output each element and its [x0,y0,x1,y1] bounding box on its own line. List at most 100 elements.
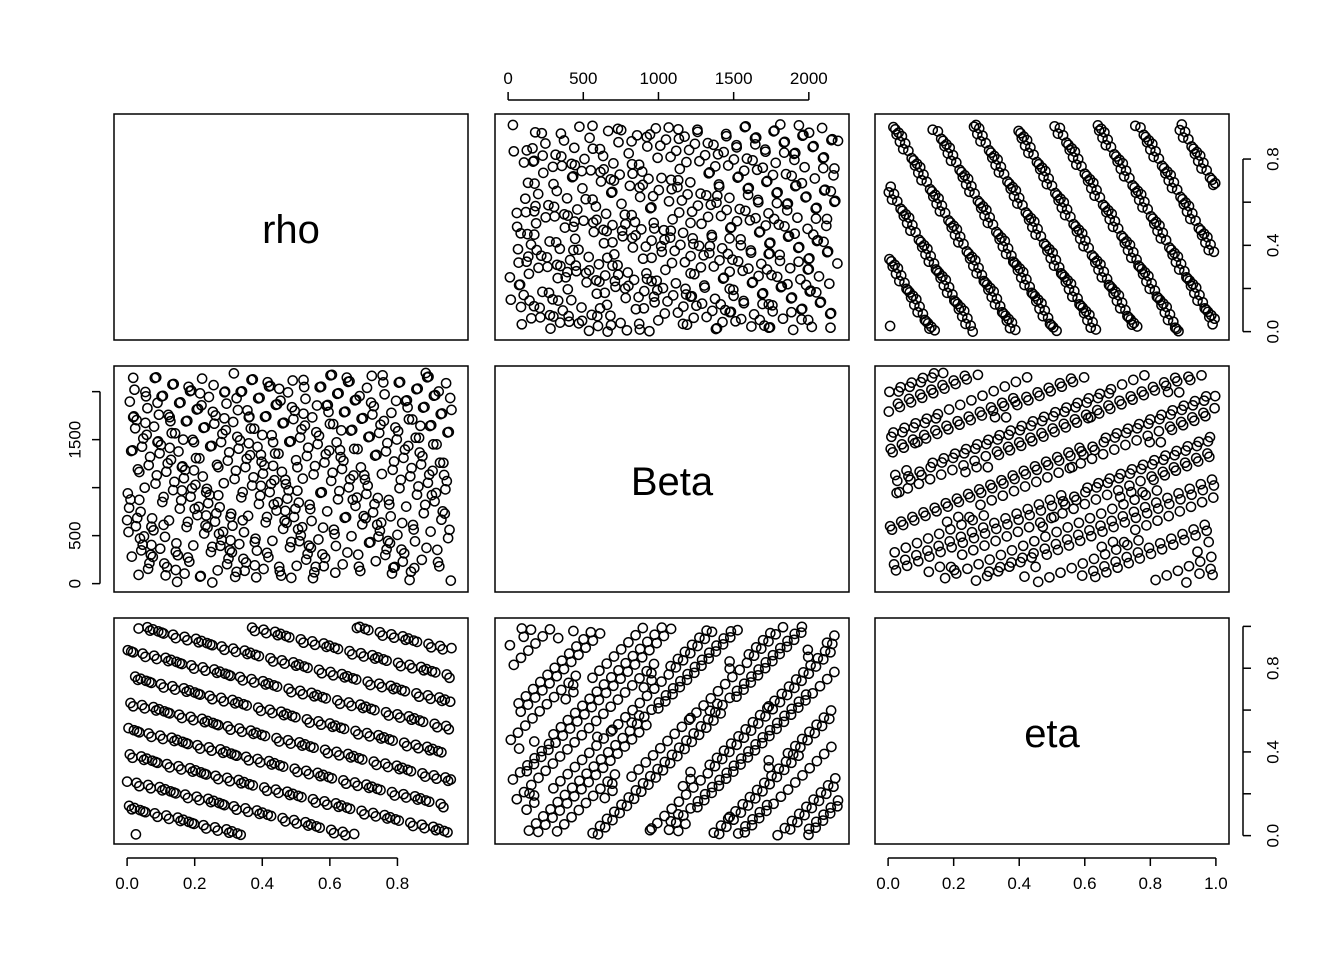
data-point [741,153,753,164]
data-point [757,731,769,743]
data-point [883,406,895,417]
data-point [590,769,602,781]
data-point [724,631,736,643]
data-point [590,201,602,212]
data-point [379,758,391,769]
data-point [771,723,782,735]
data-point [323,771,334,783]
data-point [713,828,725,840]
data-point [761,264,773,275]
data-point [616,198,627,210]
data-point [342,376,354,388]
data-point [793,750,804,762]
data-point [740,821,751,832]
data-point [420,367,432,379]
data-point [327,418,339,430]
data-point [1058,418,1070,430]
data-point [1110,544,1122,555]
data-point [612,123,624,135]
data-point [591,214,602,226]
data-point [767,703,779,715]
data-point [922,533,934,544]
data-point [554,751,566,762]
data-point [1095,520,1106,532]
data-point [615,317,626,329]
data-point [171,576,183,588]
data-point [200,769,212,780]
data-point [196,635,207,647]
data-point [1124,480,1135,492]
data-point [1139,267,1151,278]
data-point [992,154,1003,165]
data-point [749,793,761,804]
data-point [779,822,791,834]
data-point [897,205,908,217]
data-point [530,200,541,212]
data-point [325,475,337,487]
data-point [1150,574,1161,586]
data-point [969,455,980,467]
data-point [135,673,146,685]
data-point [605,701,617,713]
data-point [159,531,171,543]
data-point [212,461,224,473]
data-point [421,542,432,554]
data-point [644,824,656,836]
data-point [205,546,217,558]
data-point [527,142,538,154]
data-point [981,570,993,582]
data-point [708,715,719,726]
data-point [685,217,696,229]
data-point [577,183,588,194]
data-point [583,251,595,263]
data-point [562,283,574,295]
data-point [421,371,433,383]
data-point [312,767,324,779]
data-point [742,752,754,763]
data-point [279,505,291,517]
data-point [826,134,837,146]
data-point [732,172,743,183]
data-point [696,660,707,672]
data-point [1011,259,1022,271]
data-point [653,184,665,196]
data-point [421,741,433,753]
data-point [568,625,579,637]
data-point [416,819,428,831]
data-point [689,661,701,673]
data-point [1036,427,1047,439]
data-point [788,634,800,646]
panel-Beta-vs-eta [874,365,1230,593]
data-point [146,513,158,524]
data-point [889,469,901,481]
data-point [695,261,707,273]
data-point [356,413,367,425]
data-point [1074,535,1086,547]
panel-rho-vs-Beta [494,113,850,341]
data-point [525,312,537,324]
data-point [361,727,373,739]
data-point [565,656,577,668]
data-point [1055,193,1066,205]
data-point [200,510,212,521]
data-point [829,196,840,208]
data-point [397,556,409,567]
data-point [159,783,171,795]
data-point [348,828,360,840]
data-point [324,418,336,430]
data-point [548,691,560,703]
data-point [1190,530,1201,541]
data-point [970,119,982,131]
data-point [767,306,779,317]
data-point [158,628,169,639]
data-point [944,536,956,547]
data-point [129,422,141,434]
data-point [1045,512,1057,524]
data-point [885,443,897,455]
data-point [706,626,718,638]
data-point [594,628,606,639]
data-point [620,711,631,723]
data-point [281,708,292,720]
data-point [325,824,337,836]
data-point [332,493,344,505]
